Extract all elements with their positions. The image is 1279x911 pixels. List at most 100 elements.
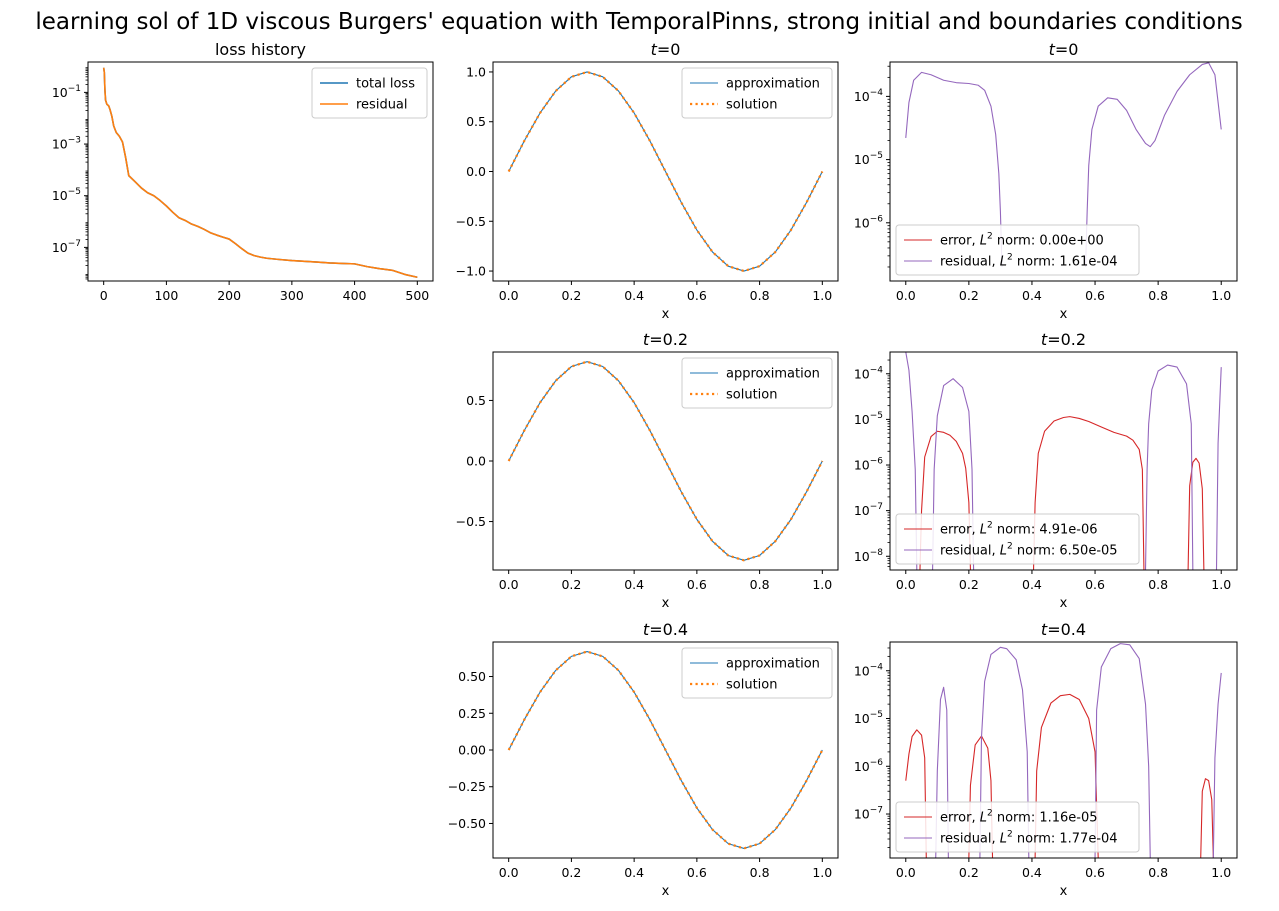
y-tick-label: 10−5 [854, 710, 883, 726]
x-tick-label: 0.0 [896, 577, 916, 592]
legend-label: solution [726, 388, 777, 403]
y-tick-label: 0.5 [466, 393, 486, 408]
y-tick-label: 10−4 [854, 662, 883, 678]
chart-title: t=0.4 [1041, 620, 1086, 639]
x-tick-label: 0.8 [750, 865, 770, 880]
y-tick-label: 10−4 [854, 88, 883, 104]
series-line-residual [935, 643, 1222, 858]
chart-title-value: =0.4 [649, 620, 688, 639]
x-tick-label: 0.2 [959, 288, 979, 303]
y-tick-label: 10−4 [854, 365, 883, 381]
legend-box [681, 67, 833, 119]
x-tick-label: 0.0 [499, 865, 519, 880]
axes-frame [889, 641, 1238, 859]
chart-err_t02: t=0.2 0.0 0.2 0.4 0.6 0.8 1.0 10−8 10−7 10−6 10−5 1… [854, 330, 1238, 611]
series-line-residual [905, 62, 1222, 267]
figure-title: learning sol of 1D viscous Burgers' equa… [35, 9, 1242, 35]
series-line-residual [102, 67, 418, 279]
chart-sol_t02: t=0.2 0.0 0.2 0.4 0.6 0.8 1.0 −0.5 0.0 0.5 x approx… [456, 330, 839, 611]
y-tick-label: 10−6 [854, 457, 883, 473]
legend-label: approximation [726, 657, 820, 672]
legend-box [681, 647, 833, 699]
chart-title-var: t [651, 40, 658, 59]
x-tick-label: 300 [280, 288, 304, 303]
chart-title-var: t [643, 330, 650, 349]
x-tick-label: 0.2 [561, 577, 581, 592]
x-tick-label: 0.4 [1022, 577, 1042, 592]
x-tick-label: 1.0 [812, 577, 832, 592]
chart-title: t=0 [651, 40, 681, 59]
legend: approximation solution [681, 357, 833, 409]
x-tick-label: 0.4 [1022, 865, 1042, 880]
x-tick-label: 0.2 [959, 577, 979, 592]
x-axis-label: x [1060, 596, 1068, 611]
x-tick-label: 0.4 [1022, 288, 1042, 303]
legend-label: error, L2 norm: 1.16e-05 [940, 809, 1098, 826]
legend: error, L2 norm: 4.91e-06 residual, L2 nor… [895, 513, 1140, 565]
y-tick-label: 10−1 [52, 84, 81, 100]
x-axis-label: x [1060, 884, 1068, 899]
legend-label: residual, L2 norm: 1.77e-04 [940, 830, 1118, 847]
y-tick-label: 10−8 [854, 548, 883, 564]
x-tick-label: 0.6 [1085, 865, 1105, 880]
y-tick-label: 10−7 [52, 239, 81, 255]
legend-label: error, L2 norm: 0.00e+00 [940, 232, 1104, 249]
axes-frame [889, 61, 1238, 282]
series-line-solution [507, 360, 824, 562]
series-line-residual [905, 352, 1222, 570]
x-axis-label: x [662, 596, 670, 611]
legend: approximation solution [681, 67, 833, 119]
x-tick-label: 1.0 [1211, 577, 1231, 592]
y-tick-label: −1.0 [456, 264, 486, 279]
x-axis-label: x [662, 884, 670, 899]
x-tick-label: 0.2 [959, 865, 979, 880]
y-tick-label: −0.50 [448, 816, 486, 831]
y-tick-label: 10−5 [52, 187, 81, 203]
x-tick-label: 0.8 [1148, 577, 1168, 592]
x-tick-label: 400 [343, 288, 367, 303]
chart-title-value: =0.2 [649, 330, 688, 349]
x-tick-label: 0.0 [499, 288, 519, 303]
y-tick-label: 0.25 [458, 706, 486, 721]
x-tick-label: 1.0 [1211, 865, 1231, 880]
axes-frame [492, 351, 839, 571]
series-line-error [919, 416, 1205, 570]
chart-title: t=0.2 [1041, 330, 1086, 349]
chart-title-value: =0.2 [1047, 330, 1086, 349]
chart-loss: loss history 0 100 200 300 400 500 10−7 10−5 10−3… [52, 40, 434, 303]
x-tick-label: 0.0 [896, 288, 916, 303]
x-tick-label: 0.0 [499, 577, 519, 592]
x-tick-label: 0.4 [624, 288, 644, 303]
x-tick-label: 0.2 [561, 865, 581, 880]
y-tick-label: 0.50 [458, 669, 486, 684]
legend-box [895, 513, 1140, 565]
legend: error, L2 norm: 0.00e+00 residual, L2 nor… [895, 224, 1140, 276]
axes-frame [87, 61, 434, 282]
legend-label: error, L2 norm: 4.91e-06 [940, 521, 1098, 538]
x-axis-label: x [662, 307, 670, 322]
x-tick-label: 1.0 [1211, 288, 1231, 303]
series-line-solution [507, 650, 824, 850]
legend-label: residual [356, 98, 408, 113]
x-tick-label: 200 [217, 288, 241, 303]
x-tick-label: 0 [100, 288, 108, 303]
axes-frame [492, 61, 839, 282]
axes-layer: loss history 0 100 200 300 400 500 10−7 10−5 10−3… [52, 40, 1238, 899]
chart-title: t=0.2 [643, 330, 688, 349]
x-tick-label: 0.0 [896, 865, 916, 880]
y-tick-label: 1.0 [466, 64, 486, 79]
y-tick-label: 0.0 [466, 454, 486, 469]
y-tick-label: 0.00 [458, 743, 486, 758]
x-tick-label: 0.6 [687, 577, 707, 592]
y-tick-label: 10−3 [52, 136, 81, 152]
legend-label: solution [726, 98, 777, 113]
legend: approximation solution [681, 647, 833, 699]
x-tick-label: 0.6 [1085, 288, 1105, 303]
x-tick-label: 0.4 [624, 577, 644, 592]
y-tick-label: 0.5 [466, 114, 486, 129]
x-tick-label: 0.8 [750, 577, 770, 592]
chart-title-var: t [1041, 620, 1048, 639]
x-tick-label: 0.8 [750, 288, 770, 303]
chart-title-value: =0 [1055, 40, 1079, 59]
